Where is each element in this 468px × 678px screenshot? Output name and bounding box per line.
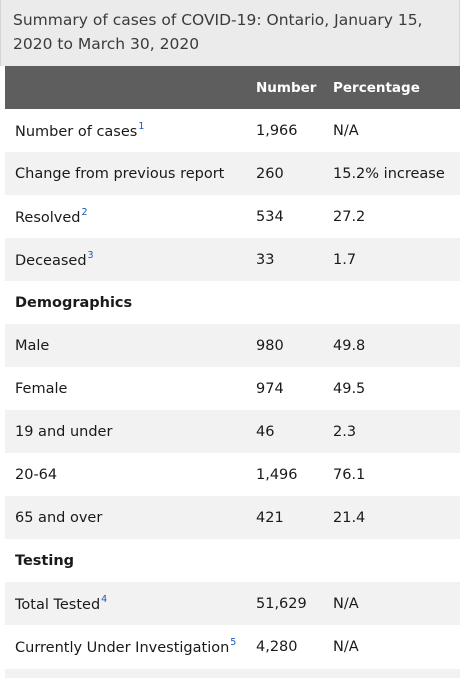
row-label: 20-64: [15, 466, 58, 483]
row-label: Male: [15, 337, 50, 354]
section-header-row: Demographics: [5, 281, 460, 324]
table-row: Change from previous report 260 15.2% in…: [5, 152, 460, 195]
row-number: 260: [256, 165, 284, 182]
row-number: 51,629: [256, 595, 307, 612]
table-row: Number of cases1 1,966 N/A: [5, 109, 460, 152]
row-number: 1,966: [256, 122, 298, 139]
section-header-row: Testing: [5, 539, 460, 582]
row-percentage: 27.2: [333, 208, 366, 225]
table-caption: Summary of cases of COVID-19: Ontario, J…: [0, 0, 460, 66]
footnote-link[interactable]: 1: [138, 120, 145, 132]
table-bottom-edge: [5, 669, 460, 678]
row-number: 974: [256, 380, 284, 397]
row-percentage: 49.8: [333, 337, 366, 354]
row-label-text: Resolved: [15, 209, 81, 226]
row-label: Deceased3: [5, 238, 256, 281]
row-percentage: 76.1: [333, 466, 366, 483]
section-title: Testing: [15, 552, 75, 569]
row-number: 1,496: [256, 466, 298, 483]
row-label-text: Deceased: [15, 252, 87, 269]
row-label: Female: [15, 380, 68, 397]
row-number: 33: [256, 251, 275, 268]
header-label-column: [5, 66, 256, 109]
row-number: 980: [256, 337, 284, 354]
row-label-text: Total Tested: [15, 596, 101, 613]
header-number: Number: [256, 79, 317, 96]
row-percentage: 21.4: [333, 509, 366, 526]
section-title: Demographics: [15, 294, 133, 311]
row-percentage: 2.3: [333, 423, 357, 440]
row-percentage: 1.7: [333, 251, 357, 268]
header-percentage: Percentage: [333, 79, 420, 96]
row-number: 534: [256, 208, 284, 225]
table-row: 19 and under 46 2.3: [5, 410, 460, 453]
footnote-link[interactable]: 4: [101, 593, 108, 605]
row-label-text: Currently Under Investigation: [15, 639, 230, 656]
row-percentage: N/A: [333, 595, 359, 612]
row-label: 19 and under: [15, 423, 113, 440]
row-number: 421: [256, 509, 284, 526]
row-label: Currently Under Investigation5: [5, 625, 256, 668]
row-label: Change from previous report: [15, 165, 225, 182]
row-label-text: Number of cases: [15, 123, 138, 140]
footnote-link[interactable]: 2: [81, 206, 88, 218]
table-row: Total Tested4 51,629 N/A: [5, 582, 460, 625]
row-label: 65 and over: [15, 509, 103, 526]
table-row: 65 and over 421 21.4: [5, 496, 460, 539]
row-percentage: 49.5: [333, 380, 366, 397]
table-row: Currently Under Investigation5 4,280 N/A: [5, 625, 460, 668]
table-row: Female 974 49.5: [5, 367, 460, 410]
footnote-link[interactable]: 5: [230, 636, 237, 648]
row-number: 46: [256, 423, 275, 440]
table-row: 20-64 1,496 76.1: [5, 453, 460, 496]
row-percentage: 15.2% increase: [333, 165, 445, 182]
row-number: 4,280: [256, 638, 298, 655]
row-label: Total Tested4: [5, 582, 256, 625]
row-label: Resolved2: [5, 195, 256, 238]
table-row: Deceased3 33 1.7: [5, 238, 460, 281]
row-percentage: N/A: [333, 122, 359, 139]
footnote-link[interactable]: 3: [87, 249, 94, 261]
row-label: Number of cases1: [5, 109, 256, 152]
table-row: Male 980 49.8: [5, 324, 460, 367]
table-row: Resolved2 534 27.2: [5, 195, 460, 238]
summary-table: Number Percentage Number of cases1 1,966…: [5, 66, 460, 668]
row-percentage: N/A: [333, 638, 359, 655]
table-header-row: Number Percentage: [5, 66, 460, 109]
